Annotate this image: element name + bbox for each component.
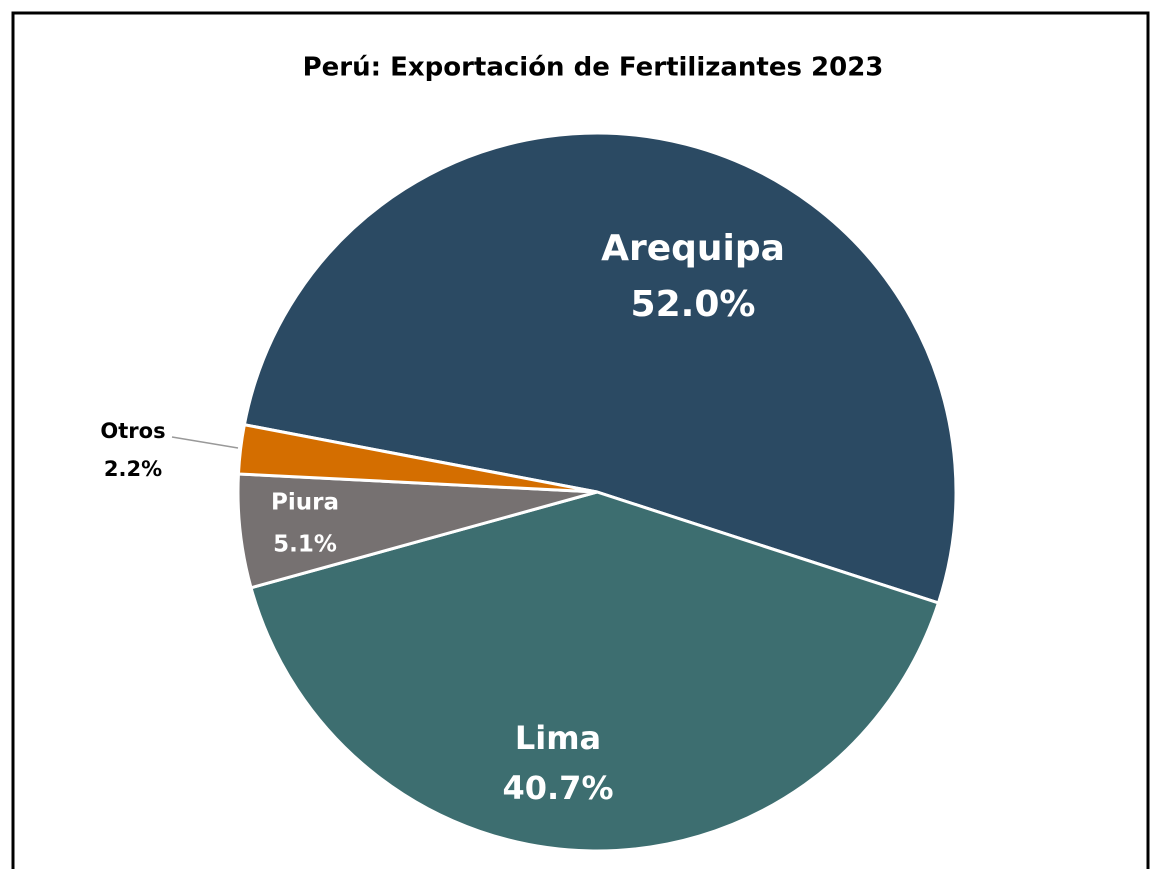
leader-line: [171, 436, 239, 449]
chart-title: Perú: Exportación de Fertilizantes 2023: [303, 53, 884, 83]
slice-value-label: 5.1%: [273, 532, 337, 558]
slice-label: Arequipa: [601, 228, 785, 269]
slice-label: Piura: [271, 490, 339, 516]
slice-value-label: 40.7%: [502, 769, 613, 807]
pie-slice: [249, 490, 941, 853]
pie-slice: [242, 131, 958, 605]
slice-label: Otros: [100, 419, 165, 443]
slice-value-label: 52.0%: [631, 284, 756, 325]
slice-label: Lima: [515, 719, 601, 757]
slice-value-label: 2.2%: [104, 457, 162, 481]
pie-slice: [236, 422, 598, 494]
